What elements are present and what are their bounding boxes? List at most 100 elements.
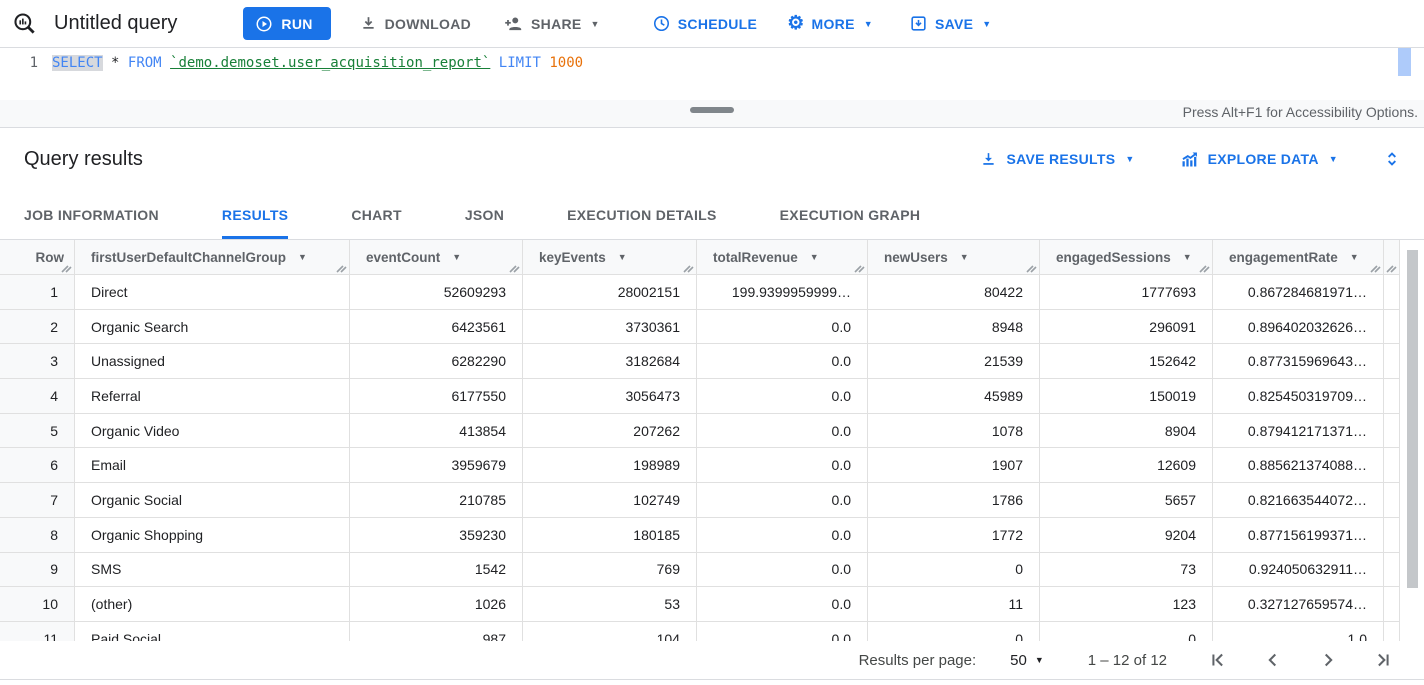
column-resize-handle[interactable] xyxy=(1026,261,1037,273)
column-label: firstUserDefaultChannelGroup xyxy=(91,249,287,265)
more-button[interactable]: ⚙ MORE ▼ xyxy=(787,7,873,41)
splitter-drag-handle[interactable] xyxy=(690,107,734,113)
table-cell-keyevents: 3056473 xyxy=(523,379,697,414)
explore-data-button[interactable]: EXPLORE DATA ▼ xyxy=(1179,149,1338,170)
table-cell-spacer xyxy=(1384,344,1400,380)
table-cell-eventcount: 1026 xyxy=(350,587,523,622)
query-results-header: Query results SAVE RESULTS ▼ xyxy=(0,128,1424,190)
sql-token-keyword: SELECT xyxy=(52,55,103,71)
results-per-page-label: Results per page: xyxy=(858,651,977,669)
table-cell-engagementrate: 0.924050632911… xyxy=(1213,552,1384,588)
column-header-eventcount[interactable]: eventCount ▼ xyxy=(350,240,523,275)
save-button[interactable]: SAVE ▼ xyxy=(909,7,992,41)
table-cell-newusers: 1786 xyxy=(868,483,1040,518)
table-row: 4 Referral 6177550 3056473 0.0 45989 150019 0.8… xyxy=(0,379,1400,414)
tab-execution-graph[interactable]: EXECUTION GRAPH xyxy=(779,206,921,223)
sql-token-number: 1000 xyxy=(549,55,584,71)
sql-editor[interactable]: 1 SELECT * FROM `demo.demoset.user_acqui… xyxy=(0,47,1424,100)
table-cell-engagedsessions: 5657 xyxy=(1040,483,1213,518)
row-number-cell: 6 xyxy=(0,448,75,484)
table-cell-keyevents: 207262 xyxy=(523,413,697,449)
results-table-area: Row firstUserDefaultChannelGroup ▼ eventCou… xyxy=(0,240,1424,641)
table-cell-engagementrate: 1.0 xyxy=(1213,621,1384,641)
sql-token-plain: * xyxy=(111,55,120,71)
column-resize-handle[interactable] xyxy=(1199,261,1210,273)
table-header-row: Row firstUserDefaultChannelGroup ▼ eventCou… xyxy=(0,240,1400,275)
column-resize-handle[interactable] xyxy=(509,261,520,273)
save-icon xyxy=(909,14,928,33)
save-results-download-icon xyxy=(979,150,998,169)
page-size-select[interactable]: 50 ▼ xyxy=(1010,651,1044,669)
code-line[interactable]: SELECT * FROM `demo.demoset.user_acquisi… xyxy=(52,55,583,71)
schedule-button[interactable]: SCHEDULE xyxy=(652,7,757,41)
sql-token-plain xyxy=(162,55,170,71)
row-number-cell: 8 xyxy=(0,517,75,553)
column-header-engagementrate[interactable]: engagementRate ▼ xyxy=(1213,240,1384,275)
next-page-button[interactable] xyxy=(1317,649,1339,671)
pagination-footer: Results per page: 50 ▼ 1 – 12 of 12 xyxy=(0,641,1424,680)
editor-scrollbar-thumb[interactable] xyxy=(1398,48,1411,76)
table-cell-engagementrate: 0.327127659574… xyxy=(1213,587,1384,622)
column-dropdown-icon[interactable]: ▼ xyxy=(298,252,307,262)
column-dropdown-icon[interactable]: ▼ xyxy=(617,252,627,262)
row-number-cell: 1 xyxy=(0,275,75,310)
column-header-row[interactable]: Row xyxy=(0,240,75,275)
share-button[interactable]: SHARE ▼ xyxy=(503,7,600,41)
download-button[interactable]: DOWNLOAD xyxy=(359,7,471,41)
table-cell-engagedsessions: 9204 xyxy=(1040,517,1213,553)
table-cell-engagedsessions: 12609 xyxy=(1040,448,1213,484)
expand-results-button[interactable] xyxy=(1382,149,1402,169)
sql-token-plain xyxy=(119,55,127,71)
row-number-cell: 2 xyxy=(0,309,75,345)
column-dropdown-icon[interactable]: ▼ xyxy=(1349,252,1359,262)
first-page-icon xyxy=(1212,653,1223,667)
gear-icon: ⚙ xyxy=(787,13,805,34)
first-page-button[interactable] xyxy=(1207,649,1229,671)
column-dropdown-icon[interactable]: ▼ xyxy=(452,252,462,262)
column-header-firstuserdefaultchannelgroup[interactable]: firstUserDefaultChannelGroup ▼ xyxy=(75,240,350,275)
table-cell-engagementrate: 0.821663544072… xyxy=(1213,483,1384,518)
query-title[interactable]: Untitled query xyxy=(54,12,178,34)
tab-chart[interactable]: CHART xyxy=(351,206,402,223)
tab-json[interactable]: JSON xyxy=(464,206,505,223)
column-label: keyEvents xyxy=(539,249,606,265)
column-header-engagedsessions[interactable]: engagedSessions ▼ xyxy=(1040,240,1213,275)
save-results-button[interactable]: SAVE RESULTS ▼ xyxy=(979,150,1134,169)
tab-execution-details[interactable]: EXECUTION DETAILS xyxy=(567,206,717,223)
tab-results[interactable]: RESULTS xyxy=(221,190,289,239)
table-row: 5 Organic Video 413854 207262 0.0 1078 8904 0.8… xyxy=(0,413,1400,449)
chart-insights-icon xyxy=(1179,149,1200,170)
run-button[interactable]: RUN xyxy=(243,7,331,40)
unfold-more-icon xyxy=(1382,149,1402,169)
column-resize-handle[interactable] xyxy=(683,261,694,273)
column-resize-handle[interactable] xyxy=(854,261,865,273)
column-resize-handle[interactable] xyxy=(1370,261,1381,273)
column-header-newusers[interactable]: newUsers ▼ xyxy=(868,240,1040,275)
table-cell-keyevents: 3730361 xyxy=(523,309,697,345)
column-resize-handle[interactable] xyxy=(336,261,347,273)
line-number: 1 xyxy=(29,55,38,71)
column-resize-handle[interactable] xyxy=(61,261,72,273)
table-cell-newusers: 80422 xyxy=(868,275,1040,310)
table-cell-firstuserdefaultchannelgroup: Organic Video xyxy=(75,413,350,449)
table-cell-firstuserdefaultchannelgroup: SMS xyxy=(75,552,350,588)
tab-job-information[interactable]: JOB INFORMATION xyxy=(24,206,159,223)
person-add-icon xyxy=(503,13,524,34)
chevron-down-icon: ▼ xyxy=(1034,655,1044,665)
previous-page-button[interactable] xyxy=(1262,649,1284,671)
table-cell-engagedsessions: 296091 xyxy=(1040,309,1213,345)
table-cell-totalrevenue: 0.0 xyxy=(697,344,868,380)
column-resize-handle[interactable] xyxy=(1386,261,1397,273)
column-dropdown-icon[interactable]: ▼ xyxy=(809,252,819,262)
table-cell-firstuserdefaultchannelgroup: Organic Search xyxy=(75,309,350,345)
table-cell-spacer xyxy=(1384,517,1400,553)
table-cell-engagedsessions: 152642 xyxy=(1040,344,1213,380)
last-page-button[interactable] xyxy=(1372,649,1394,671)
column-dropdown-icon[interactable]: ▼ xyxy=(959,252,969,262)
column-header-totalrevenue[interactable]: totalRevenue ▼ xyxy=(697,240,868,275)
column-dropdown-icon[interactable]: ▼ xyxy=(1182,252,1192,262)
table-scrollbar-thumb[interactable] xyxy=(1407,250,1418,588)
row-number-cell: 5 xyxy=(0,413,75,449)
column-header-keyevents[interactable]: keyEvents ▼ xyxy=(523,240,697,275)
table-cell-engagedsessions: 1777693 xyxy=(1040,275,1213,310)
